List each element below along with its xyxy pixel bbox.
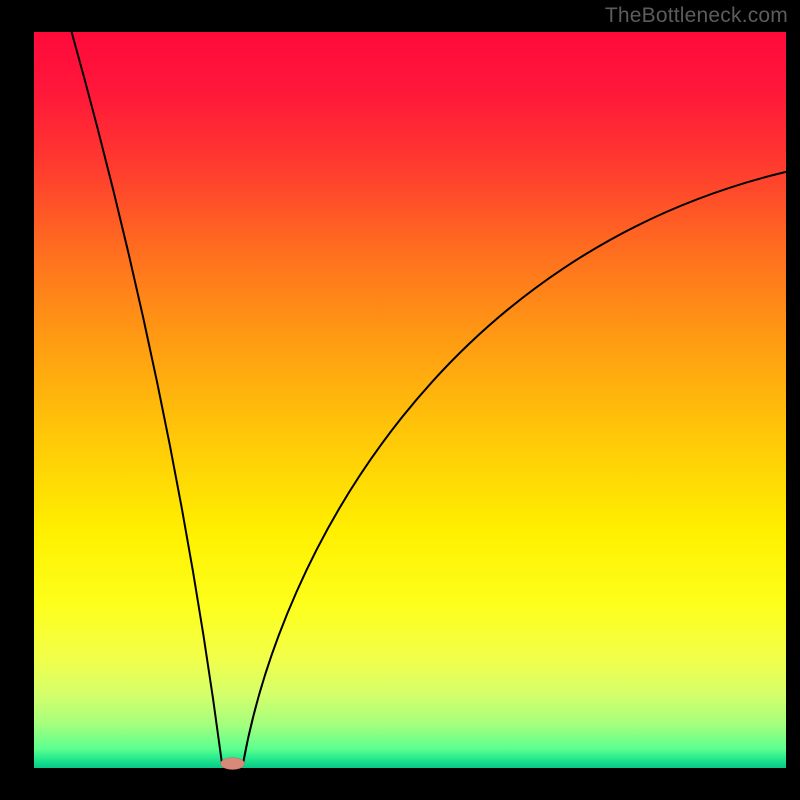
plot-background [34, 32, 786, 768]
watermark-text: TheBottleneck.com [605, 4, 788, 28]
chart-svg [0, 0, 800, 800]
chart-stage: TheBottleneck.com [0, 0, 800, 800]
cusp-marker [220, 758, 244, 770]
